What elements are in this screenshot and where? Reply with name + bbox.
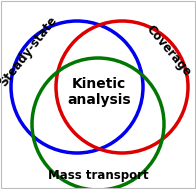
Text: Steady-state: Steady-state [0,13,59,89]
Text: Coverage: Coverage [143,23,193,79]
Text: Mass transport: Mass transport [48,170,148,183]
Text: Kinetic
analysis: Kinetic analysis [67,77,131,107]
